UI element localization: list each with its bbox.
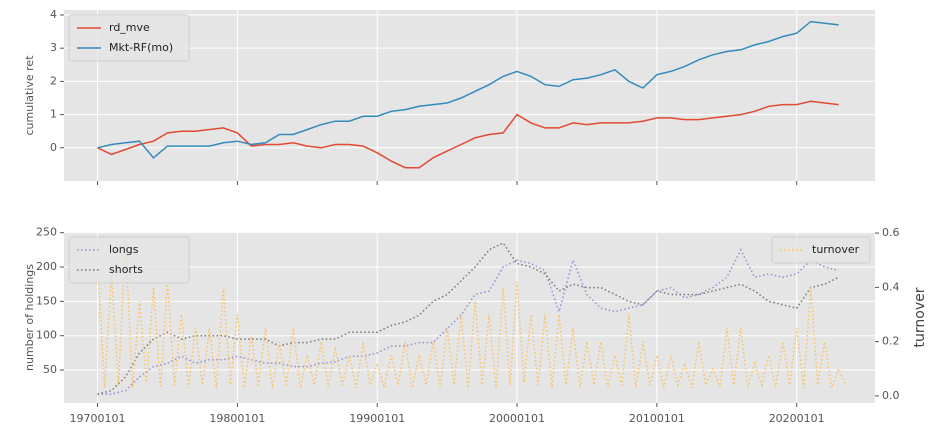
series-line xyxy=(97,100,839,169)
y-axis-label: cumulative ret xyxy=(23,55,36,136)
y-tick-label: 2 xyxy=(50,74,57,87)
y-tick-label: 0 xyxy=(50,141,57,154)
y-tick-label: 150 xyxy=(36,294,57,307)
y-tick-label: 250 xyxy=(36,226,57,239)
series-line xyxy=(97,242,839,395)
x-tick-label: 20100101 xyxy=(629,412,685,425)
legend-label: rd_mve xyxy=(109,21,150,34)
legend-box xyxy=(771,236,871,264)
x-tick-label: 20000101 xyxy=(489,412,545,425)
legend-label: shorts xyxy=(109,263,143,276)
series-line xyxy=(97,20,839,159)
y-tick-label: 3 xyxy=(50,41,57,54)
plot-background xyxy=(64,10,875,181)
y-tick-label: 100 xyxy=(36,329,57,342)
y-tick-label: 4 xyxy=(50,8,57,21)
legend-box xyxy=(68,14,190,62)
y-axis-label: number of holdings xyxy=(23,264,36,371)
y2-axis-label: turnover xyxy=(912,287,928,347)
y2-tick-label: 0.0 xyxy=(882,389,900,402)
y-tick-label: 1 xyxy=(50,108,57,121)
legend-label: Mkt-RF(mo) xyxy=(109,41,173,54)
series-line xyxy=(97,248,839,395)
legend-box xyxy=(68,236,190,284)
x-tick-label: 19800101 xyxy=(209,412,265,425)
x-tick-label: 19700101 xyxy=(70,412,126,425)
y2-tick-label: 0.2 xyxy=(882,335,900,348)
x-tick-label: 20200101 xyxy=(769,412,825,425)
x-tick-label: 19900101 xyxy=(349,412,405,425)
legend-label: longs xyxy=(109,243,139,256)
y2-tick-label: 0.6 xyxy=(882,226,900,239)
y-tick-label: 200 xyxy=(36,260,57,273)
legend-label: turnover xyxy=(812,243,860,256)
y2-tick-label: 0.4 xyxy=(882,280,900,293)
y-tick-label: 50 xyxy=(43,363,57,376)
